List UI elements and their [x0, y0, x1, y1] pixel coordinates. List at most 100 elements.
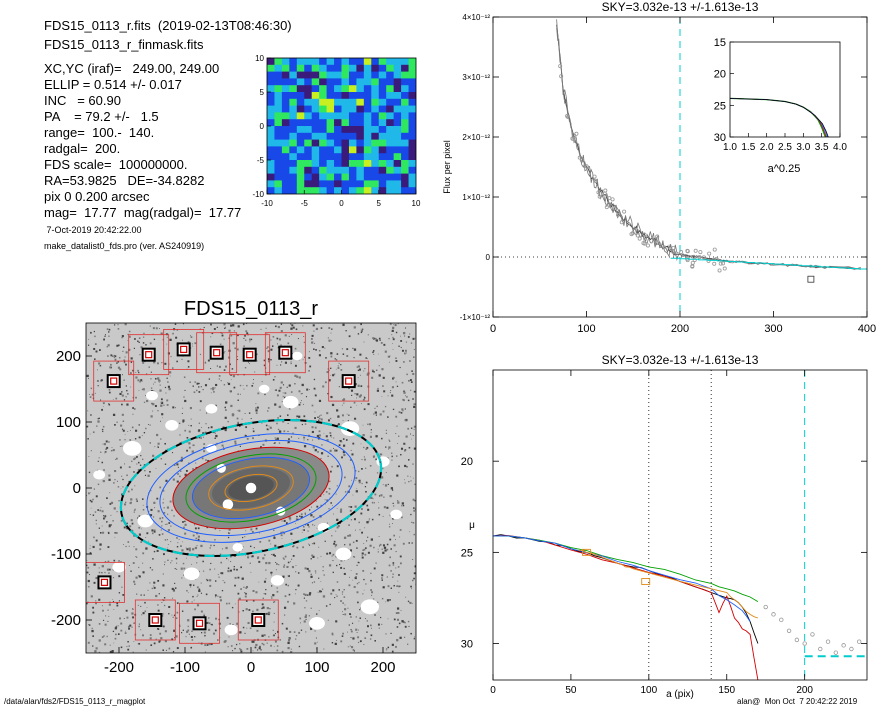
residual-cell: [371, 105, 380, 113]
isophote-ellipse: [159, 439, 343, 537]
noise-speck: [176, 546, 179, 548]
noise-speck: [411, 438, 412, 440]
noise-speck: [111, 355, 114, 357]
sky-xtick-label: 0: [490, 323, 496, 335]
noise-speck: [218, 378, 220, 380]
noise-speck: [349, 509, 352, 512]
noise-speck: [203, 613, 205, 615]
noise-speck: [254, 646, 257, 649]
noise-speck: [389, 523, 390, 525]
noise-speck: [123, 359, 126, 362]
residual-cell: [401, 146, 410, 154]
noise-speck: [357, 377, 359, 379]
noise-speck: [396, 607, 400, 610]
noise-speck: [306, 594, 309, 596]
noise-speck: [107, 344, 110, 347]
residual-cell: [341, 160, 350, 168]
sb-frame: [492, 369, 868, 681]
noise-speck: [224, 640, 227, 643]
noise-speck: [121, 586, 123, 588]
noise-speck: [92, 611, 95, 614]
noise-speck: [364, 527, 366, 529]
noise-speck: [218, 365, 221, 368]
noise-speck: [105, 440, 108, 443]
mask-boxes: [86, 328, 370, 644]
noise-speck: [375, 435, 378, 438]
noise-speck: [186, 600, 189, 603]
noise-speck: [396, 585, 398, 587]
mask-blob: [93, 470, 106, 480]
noise-speck: [153, 642, 156, 645]
residual-cell: [274, 166, 283, 175]
noise-speck: [140, 541, 143, 543]
noise-speck: [160, 332, 163, 335]
sky-point: [604, 205, 609, 210]
noise-speck: [174, 407, 176, 409]
noise-speck: [142, 342, 145, 344]
noise-speck: [141, 435, 143, 437]
noise-speck: [221, 589, 224, 592]
noise-speck: [169, 375, 171, 377]
noise-speck: [281, 622, 284, 625]
residual-cell: [401, 153, 410, 161]
noise-speck: [389, 356, 390, 358]
noise-speck: [407, 643, 409, 645]
noise-speck: [353, 401, 356, 404]
noise-speck: [389, 361, 390, 363]
noise-speck: [219, 596, 222, 599]
noise-speck: [97, 418, 99, 420]
residual-cell: [356, 166, 365, 175]
residual-cell: [393, 132, 402, 141]
sky-point: [679, 250, 684, 255]
noise-speck: [251, 555, 254, 558]
residual-cell: [326, 146, 335, 154]
noise-speck: [141, 498, 144, 500]
noise-speck: [371, 594, 373, 596]
noise-speck: [404, 482, 406, 484]
noise-speck: [95, 647, 98, 650]
noise-speck: [138, 526, 141, 529]
sb-point: [786, 628, 792, 633]
noise-speck: [186, 589, 188, 592]
noise-speck: [365, 618, 366, 620]
noise-speck: [100, 451, 102, 453]
noise-speck: [392, 348, 394, 350]
residual-cell: [319, 160, 328, 168]
noise-speck: [170, 562, 172, 564]
noise-speck: [223, 384, 226, 386]
noise-speck: [375, 339, 379, 342]
residual-cell: [393, 64, 402, 73]
noise-speck: [397, 501, 400, 504]
residual-cell: [289, 58, 298, 66]
noise-speck: [391, 330, 392, 332]
noise-speck: [336, 595, 338, 597]
noise-speck: [283, 558, 285, 560]
noise-speck: [252, 610, 254, 613]
noise-speck: [206, 622, 208, 624]
residual-cell: [281, 173, 290, 181]
residual-cell: [363, 146, 372, 154]
noise-speck: [171, 614, 173, 616]
sky-point: [584, 164, 589, 169]
noise-speck: [409, 360, 411, 362]
noise-speck: [123, 526, 126, 529]
sky-point: [558, 64, 563, 69]
galaxy-xtick-label: 0: [247, 659, 255, 676]
sky-point: [573, 136, 578, 141]
noise-speck: [108, 441, 110, 443]
noise-speck: [167, 513, 169, 515]
noise-speck: [105, 451, 107, 453]
noise-speck: [328, 508, 330, 510]
noise-speck: [350, 616, 352, 618]
noise-speck: [318, 610, 320, 612]
sky-ticks: 0 100 200 300 400-1×10⁻¹²01×10⁻¹²2×10⁻¹²3×10…: [460, 13, 876, 335]
noise-speck: [413, 509, 416, 512]
noise-speck: [348, 335, 351, 338]
noise-speck: [189, 381, 191, 383]
noise-speck: [363, 446, 365, 449]
residual-cell: [289, 132, 298, 141]
noise-speck: [94, 650, 97, 653]
noise-speck: [250, 338, 253, 341]
noise-speck: [405, 341, 408, 343]
noise-speck: [225, 409, 227, 411]
